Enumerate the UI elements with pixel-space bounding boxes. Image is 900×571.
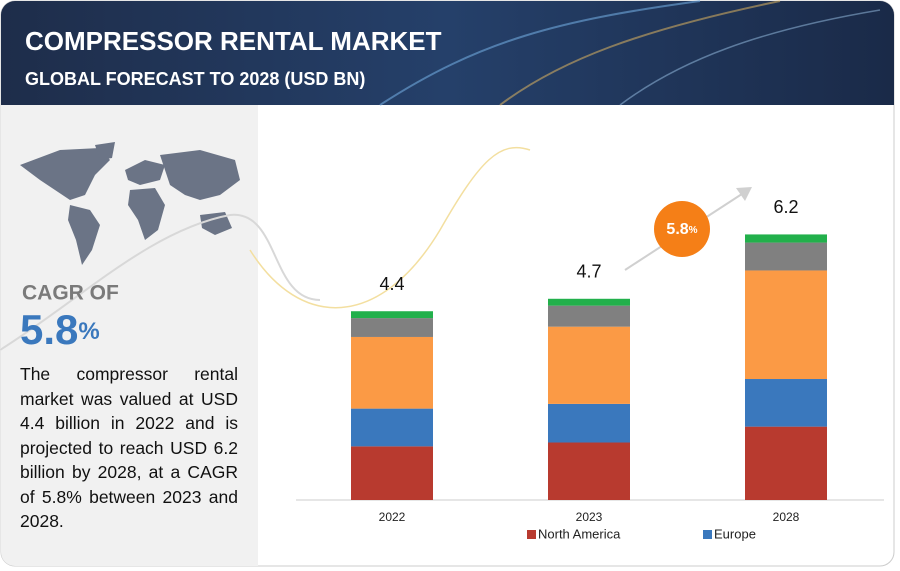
sidebar-bg bbox=[1, 105, 258, 566]
legend-label: North America bbox=[538, 526, 621, 541]
bar-segment bbox=[745, 234, 827, 243]
total-label: 6.2 bbox=[773, 197, 798, 217]
bar-segment bbox=[548, 326, 630, 404]
bar-segment bbox=[351, 446, 433, 500]
title: COMPRESSOR RENTAL MARKET bbox=[25, 26, 442, 56]
subtitle: GLOBAL FORECAST TO 2028 (USD BN) bbox=[25, 69, 365, 89]
cagr-value: 5.8% bbox=[20, 306, 100, 353]
cagr-unit: % bbox=[78, 318, 99, 345]
legend-label: Europe bbox=[714, 526, 756, 541]
bar-segment bbox=[745, 270, 827, 380]
decor bbox=[379, 0, 701, 106]
cagr-badge bbox=[654, 201, 710, 257]
total-label: 4.4 bbox=[379, 274, 404, 294]
bar-segment bbox=[351, 318, 433, 337]
bar-segment bbox=[548, 305, 630, 327]
badge-unit: % bbox=[689, 225, 698, 236]
bar-segment bbox=[548, 442, 630, 500]
description: The compressor rental market was valued … bbox=[20, 364, 238, 531]
arrowhead bbox=[736, 187, 752, 201]
decor bbox=[0, 213, 321, 351]
bar-segment bbox=[745, 242, 827, 271]
legend-swatch bbox=[703, 530, 712, 539]
badge-number: 5.8 bbox=[666, 221, 688, 238]
bar-segment bbox=[351, 408, 433, 447]
x-tick-label: 2023 bbox=[576, 510, 603, 524]
cagr-heading: CAGR OF bbox=[22, 282, 119, 305]
decor bbox=[249, 146, 531, 309]
legend-swatch bbox=[527, 530, 536, 539]
bar-segment bbox=[548, 403, 630, 443]
bar-segment bbox=[351, 311, 433, 319]
cagr-number: 5.8 bbox=[20, 306, 78, 353]
bar-segment bbox=[745, 379, 827, 427]
bar-segment bbox=[745, 426, 827, 500]
bar-segment bbox=[548, 298, 630, 306]
x-tick-label: 2028 bbox=[773, 510, 800, 524]
decor bbox=[499, 0, 781, 106]
total-label: 4.7 bbox=[576, 262, 601, 282]
x-tick-label: 2022 bbox=[379, 510, 406, 524]
bar-segment bbox=[351, 336, 433, 409]
cagr-badge-text: 5.8% bbox=[666, 221, 697, 238]
world-map bbox=[20, 142, 240, 265]
decor bbox=[619, 9, 881, 106]
